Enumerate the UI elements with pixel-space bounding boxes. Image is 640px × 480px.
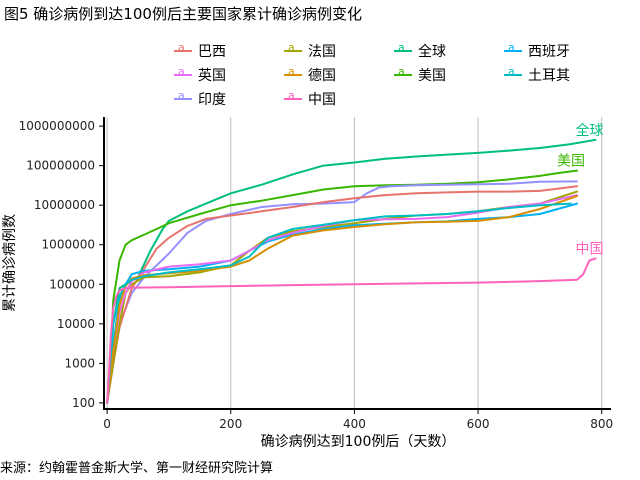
source-note: 来源：约翰霍普金斯大学、第一财经研究院计算 — [0, 461, 274, 476]
legend-item: a 德国 — [282, 64, 392, 85]
legend-key: a — [172, 65, 194, 84]
legend-item: a 英国 — [172, 64, 282, 85]
legend-label: 全球 — [418, 43, 446, 60]
y-tick-label: 1000000 — [42, 238, 95, 252]
legend-label: 中国 — [308, 91, 336, 108]
legend-key: a — [392, 65, 414, 84]
series-line-5 — [106, 202, 578, 404]
legend-label: 德国 — [308, 67, 336, 84]
legend-key: a — [392, 41, 414, 60]
legend-label: 土耳其 — [528, 67, 570, 84]
x-tick-label: 600 — [467, 417, 490, 431]
legend-key: a — [502, 41, 524, 60]
x-tick-label: 400 — [343, 417, 366, 431]
y-tick-label: 10000000 — [34, 198, 95, 212]
end-label: 美国 — [557, 154, 585, 170]
series-line-9 — [106, 257, 597, 404]
series-line-3 — [106, 185, 578, 404]
legend-key: a — [502, 65, 524, 84]
legend-item: a 美国 — [392, 64, 502, 85]
end-label: 中国 — [576, 241, 604, 257]
x-tick-label: 200 — [219, 417, 242, 431]
y-tick-label: 1000000000 — [19, 119, 95, 133]
legend-key: a — [172, 89, 194, 108]
legend-item: a 全球 — [392, 40, 502, 61]
legend-item: a 法国 — [282, 40, 392, 61]
legend-label: 西班牙 — [528, 43, 570, 60]
legend-label: 美国 — [418, 67, 446, 84]
series-line-8 — [106, 202, 572, 404]
legend-label: 巴西 — [198, 43, 226, 60]
y-tick-label: 1000 — [64, 356, 95, 370]
legend-key: a — [282, 65, 304, 84]
y-tick-label: 100000000 — [26, 159, 95, 173]
legend: a 巴西 a 法国 a 全球 a 西班牙 a 英国 a 德国 a 美国 a 土耳其 a 印度 a 中国 — [172, 40, 612, 109]
y-tick-label: 10000 — [57, 317, 95, 331]
series-line-1 — [106, 169, 578, 404]
y-tick-label: 100 — [72, 396, 95, 410]
legend-key: a — [172, 41, 194, 60]
x-tick-label: 800 — [590, 417, 613, 431]
end-label: 全球 — [576, 122, 604, 139]
legend-label: 印度 — [198, 91, 226, 108]
legend-item: a 土耳其 — [502, 64, 612, 85]
legend-item: a 印度 — [172, 88, 282, 109]
series-line-6 — [106, 194, 578, 404]
y-tick-label: 100000 — [49, 277, 95, 291]
chart-title: 图5 确诊病例到达100例后主要国家累计确诊病例变化 — [4, 5, 362, 23]
legend-label: 法国 — [308, 43, 336, 60]
legend-key: a — [282, 89, 304, 108]
legend-item: a 中国 — [282, 88, 392, 109]
legend-label: 英国 — [198, 67, 226, 84]
legend-item: a 巴西 — [172, 40, 282, 61]
legend-key: a — [282, 41, 304, 60]
y-axis-title: 累计确诊病例数 — [2, 214, 18, 312]
x-tick-label: 0 — [103, 417, 111, 431]
legend-item: a 西班牙 — [502, 40, 612, 61]
x-axis-title: 确诊病例达到100例后（天数） — [261, 434, 456, 450]
series-line-2 — [106, 180, 578, 404]
